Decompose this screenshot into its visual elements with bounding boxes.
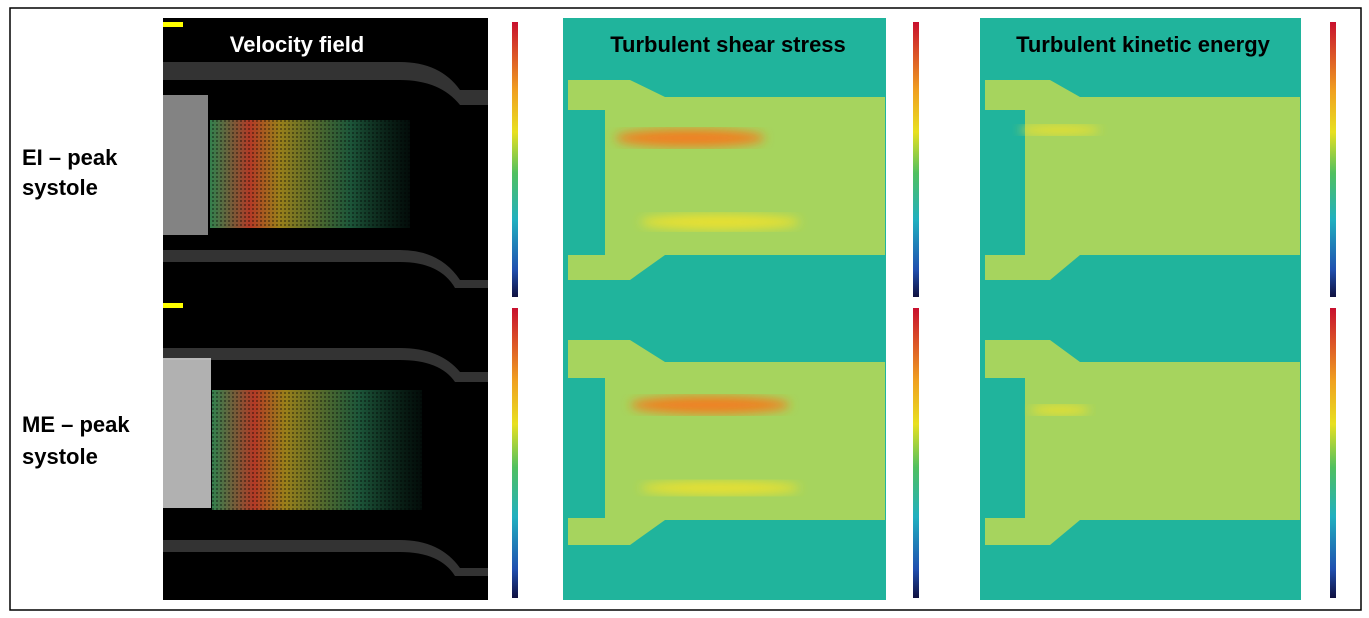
row-label: ME – peak [22,412,130,437]
shear-panels [563,18,919,600]
row-label: systole [22,175,98,200]
frame [9,7,1362,611]
row-label: EI – peak [22,145,118,170]
column-title: Velocity field [230,32,365,57]
column-title: Turbulent kinetic energy [1016,32,1271,57]
column-title: Turbulent shear stress [610,32,846,57]
row-label: systole [22,444,98,469]
velocity-panels [163,18,518,600]
tke-panels [980,18,1336,600]
